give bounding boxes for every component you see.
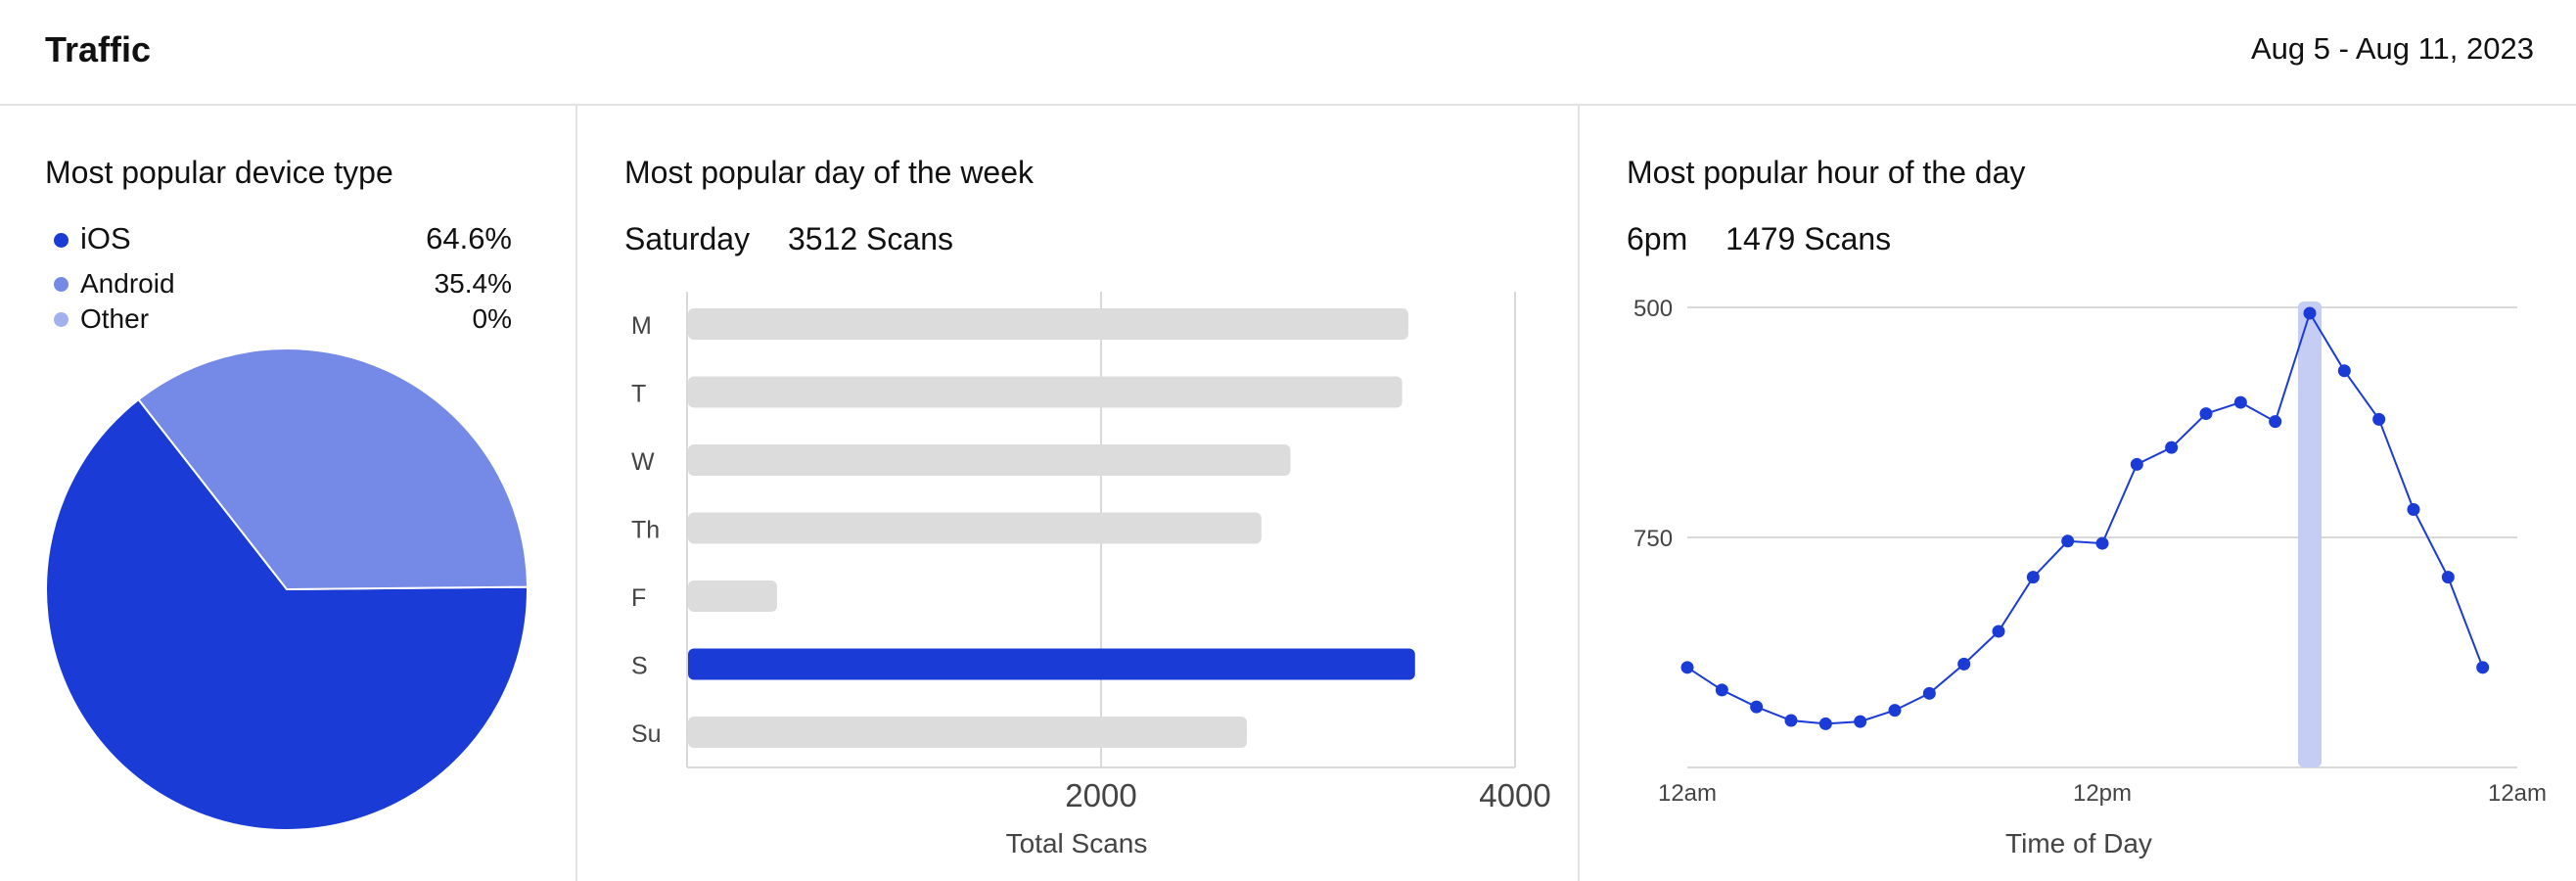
page-title: Traffic <box>45 29 152 70</box>
legend-percent-other: 0% <box>472 303 512 334</box>
hour-point-3pm <box>2199 407 2213 421</box>
bar-w <box>688 444 1291 476</box>
hour-point-8pm <box>2372 412 2386 426</box>
bar-su <box>688 717 1248 748</box>
bar-th <box>688 512 1262 544</box>
date-range[interactable]: Aug 5 - Aug 11, 2023 <box>2251 31 2534 66</box>
hour-point-2am <box>1750 700 1764 714</box>
hour-point-11pm <box>2476 661 2490 674</box>
hour-point-4pm <box>2233 395 2247 409</box>
top-hour-scans: 1479 Scans <box>1725 221 1892 256</box>
line-x-axis-label: Time of Day <box>2005 828 2152 858</box>
other-dot <box>54 312 69 327</box>
traffic-header: Traffic Aug 5 - Aug 11, 2023 <box>0 0 2576 106</box>
hour-of-day-panel: Most popular hour of the day 6pm 1479 Sc… <box>1580 106 2576 881</box>
hour-point-4am <box>1818 717 1832 730</box>
x-tick-2000: 2000 <box>1065 777 1136 813</box>
hour-point-12pm <box>2095 536 2109 550</box>
x-tick-1: 12pm <box>2073 780 2132 807</box>
top-day-scans: 3512 Scans <box>787 221 953 256</box>
bar-label-m: M <box>631 312 652 340</box>
hour-point-12am <box>1680 661 1694 674</box>
x-tick-0: 12am <box>1658 780 1717 807</box>
x-tick-2: 12am <box>2488 780 2547 807</box>
ios-dot <box>54 233 69 248</box>
hour-point-3am <box>1784 714 1798 727</box>
legend-label-ios: iOS <box>80 221 131 255</box>
bar-s <box>688 648 1415 680</box>
legend-label-other: Other <box>80 303 150 334</box>
hour-series-line <box>1686 310 2484 725</box>
bar-label-f: F <box>631 584 646 612</box>
pie-slice-ios <box>45 397 529 831</box>
device-panel-title: Most popular device type <box>45 155 393 190</box>
hour-point-5pm <box>2269 415 2282 429</box>
day-top-value: Saturday 3512 Scans <box>624 221 953 257</box>
top-hour-label: 6pm <box>1627 221 1688 256</box>
bar-label-t: T <box>631 381 646 408</box>
legend-percent-ios: 64.6% <box>426 221 512 255</box>
legend-label-android: Android <box>80 268 175 299</box>
bar-t <box>688 376 1403 408</box>
bar-label-s: S <box>631 653 648 680</box>
day-panel-title: Most popular day of the week <box>624 155 1035 190</box>
legend-android: Android 35.4% <box>54 268 512 301</box>
hour-point-9pm <box>2407 503 2420 517</box>
y-tick-750: 750 <box>1633 526 1673 552</box>
bar-label-th: Th <box>631 517 660 544</box>
legend-ios: iOS 64.6% <box>54 221 512 260</box>
hour-panel-title: Most popular hour of the day <box>1627 155 2026 190</box>
legend-percent-android: 35.4% <box>434 268 512 299</box>
y-tick-500: 500 <box>1633 296 1673 322</box>
hour-line-chart: 500 750 12am 12pm 12am Time of Day <box>1633 296 2547 858</box>
hour-point-10am <box>2026 571 2040 584</box>
hour-top-value: 6pm 1479 Scans <box>1627 221 1891 257</box>
bar-m <box>688 308 1409 340</box>
hour-point-8am <box>1957 657 1971 671</box>
hour-point-1am <box>1715 683 1728 697</box>
android-dot <box>54 277 69 292</box>
hour-point-9am <box>1992 625 2005 638</box>
hour-point-6pm <box>2303 306 2317 320</box>
day-bar-chart: M T W Th F S Su 2000 4000 Total Scans <box>631 292 1551 858</box>
device-type-panel: Most popular device type iOS 64.6% Andro… <box>0 106 575 881</box>
hour-point-5am <box>1854 715 1867 728</box>
panel-divider-2 <box>1578 106 1580 881</box>
bar-label-su: Su <box>631 720 662 748</box>
day-of-week-panel: Most popular day of the week Saturday 35… <box>577 106 1578 881</box>
hour-point-1pm <box>2130 457 2143 471</box>
hour-point-7am <box>1922 686 1936 700</box>
panel-divider-1 <box>575 106 577 881</box>
pie-slice-android <box>137 348 529 591</box>
bar-x-axis-label: Total Scans <box>1006 828 1148 858</box>
bar-f <box>688 580 777 612</box>
x-tick-4000: 4000 <box>1479 777 1550 813</box>
highlight-band <box>2298 301 2322 767</box>
hour-point-11am <box>2061 534 2075 548</box>
hour-point-10pm <box>2441 571 2455 584</box>
legend-other: Other 0% <box>54 303 512 337</box>
hour-point-2pm <box>2165 440 2179 454</box>
bar-label-w: W <box>631 448 655 476</box>
top-day-label: Saturday <box>624 221 751 256</box>
hour-point-7pm <box>2337 364 2351 378</box>
device-pie-chart <box>45 348 529 831</box>
hour-point-6am <box>1888 704 1902 718</box>
